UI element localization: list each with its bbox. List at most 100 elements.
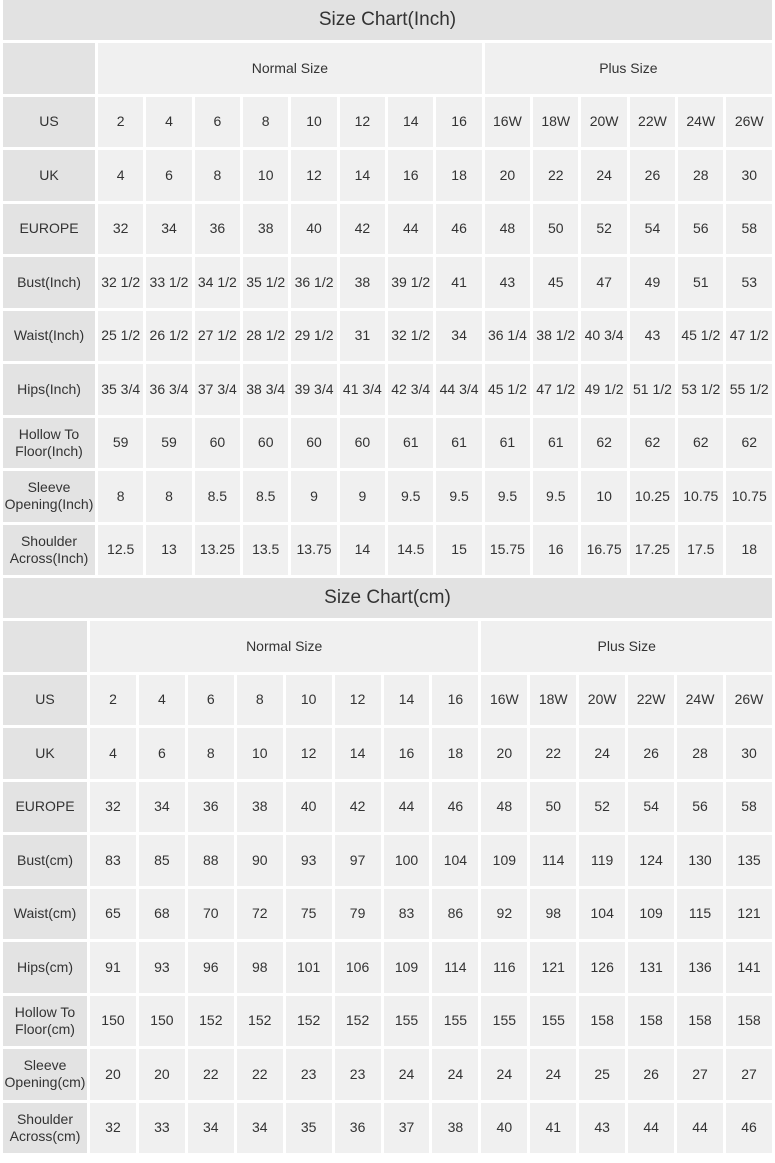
size-cell: 62 (629, 417, 676, 468)
size-cell: 26W (726, 96, 772, 147)
size-cell: 13.25 (194, 524, 241, 575)
inch-size-table: Normal Size Plus Size US 2 4 6 8 10 12 14 16 16W 18W… (0, 40, 775, 578)
size-cell: 51 (678, 257, 724, 308)
size-cell: 70 (187, 888, 234, 939)
table-row: Hollow To Floor(Inch) 59 59 60 60 60 60 61 61 61 6… (3, 417, 772, 468)
row-label: EUROPE (3, 781, 87, 832)
table-row: EUROPE 32 34 36 38 40 42 44 46 48 50 52 54 56 58 (3, 203, 772, 254)
size-cell: 44 (677, 1102, 723, 1153)
size-cell: 90 (236, 835, 283, 886)
size-cell: 58 (726, 203, 772, 254)
size-cell: 28 1/2 (243, 310, 289, 361)
size-cell: 14 (388, 96, 434, 147)
size-cell: 25 (579, 1049, 626, 1100)
size-cell: 24 (530, 1049, 577, 1100)
group-header: Normal Size (90, 621, 479, 672)
row-label: Waist(Inch) (3, 310, 95, 361)
size-cell: 62 (581, 417, 627, 468)
size-cell: 65 (90, 888, 136, 939)
size-cell: 10.25 (629, 471, 676, 522)
size-cell: 33 1/2 (146, 257, 192, 308)
size-cell: 4 (138, 674, 185, 725)
size-cell: 23 (285, 1049, 332, 1100)
size-cell: 40 3/4 (581, 310, 627, 361)
size-cell: 40 (481, 1102, 528, 1153)
row-label: Bust(Inch) (3, 257, 95, 308)
size-cell: 27 (677, 1049, 723, 1100)
size-cell: 22W (628, 674, 675, 725)
size-cell: 58 (725, 781, 772, 832)
table-row: Waist(Inch) 25 1/2 26 1/2 27 1/2 28 1/2 29 1/… (3, 310, 772, 361)
size-cell: 54 (629, 203, 676, 254)
size-cell: 8 (146, 471, 192, 522)
size-cell: 38 (432, 1102, 479, 1153)
size-cell: 33 (138, 1102, 185, 1153)
size-cell: 86 (432, 888, 479, 939)
size-cell: 22 (533, 150, 579, 201)
size-cell: 104 (432, 835, 479, 886)
size-cell: 22W (629, 96, 676, 147)
size-cell: 150 (90, 995, 136, 1046)
inch-chart-title: Size Chart(Inch) (3, 0, 772, 40)
size-cell: 152 (236, 995, 283, 1046)
size-cell: 44 (628, 1102, 675, 1153)
table-row: Hips(cm) 91 93 96 98 101 106 109 114 116 121 126 131… (3, 942, 772, 993)
size-cell: 96 (187, 942, 234, 993)
size-cell: 39 3/4 (291, 364, 337, 415)
size-cell: 42 3/4 (388, 364, 434, 415)
size-cell: 2 (90, 674, 136, 725)
size-cell: 46 (432, 781, 479, 832)
size-cell: 9.5 (388, 471, 434, 522)
size-cell: 34 (187, 1102, 234, 1153)
size-cell: 121 (530, 942, 577, 993)
size-cell: 16.75 (581, 524, 627, 575)
size-cell: 26 1/2 (146, 310, 192, 361)
size-cell: 20 (484, 150, 531, 201)
row-label: Hollow To Floor(Inch) (3, 417, 95, 468)
size-cell: 30 (726, 150, 772, 201)
size-cell: 20W (579, 674, 626, 725)
size-cell: 55 1/2 (726, 364, 772, 415)
size-cell: 60 (243, 417, 289, 468)
size-cell: 13.5 (243, 524, 289, 575)
size-cell: 44 (388, 203, 434, 254)
size-cell: 131 (628, 942, 675, 993)
size-cell: 13.75 (291, 524, 337, 575)
size-cell: 152 (285, 995, 332, 1046)
size-cell: 24 (579, 728, 626, 779)
size-cell: 37 3/4 (194, 364, 241, 415)
size-cell: 45 1/2 (678, 310, 724, 361)
size-cell: 8 (194, 150, 241, 201)
size-cell: 24 (481, 1049, 528, 1100)
size-cell: 24 (383, 1049, 430, 1100)
size-cell: 72 (236, 888, 283, 939)
size-cell: 42 (334, 781, 381, 832)
size-cell: 8.5 (194, 471, 241, 522)
size-cell: 97 (334, 835, 381, 886)
size-cell: 62 (726, 417, 772, 468)
size-cell: 85 (138, 835, 185, 886)
row-label: Shoulder Across(Inch) (3, 524, 95, 575)
size-cell: 20 (90, 1049, 136, 1100)
size-cell: 114 (432, 942, 479, 993)
size-cell: 68 (138, 888, 185, 939)
size-cell: 109 (383, 942, 430, 993)
group-header: Plus Size (481, 621, 772, 672)
size-cell: 22 (187, 1049, 234, 1100)
size-cell: 41 (530, 1102, 577, 1153)
size-cell: 12 (285, 728, 332, 779)
size-cell: 43 (579, 1102, 626, 1153)
size-cell: 150 (138, 995, 185, 1046)
table-row: Shoulder Across(Inch) 12.5 13 13.25 13.5 13.7… (3, 524, 772, 575)
size-cell: 26 (628, 728, 675, 779)
size-cell: 88 (187, 835, 234, 886)
size-cell: 6 (146, 150, 192, 201)
size-cell: 38 1/2 (533, 310, 579, 361)
row-label: Hips(cm) (3, 942, 87, 993)
size-cell: 4 (98, 150, 144, 201)
size-cell: 8 (98, 471, 144, 522)
table-row: US 2 4 6 8 10 12 14 16 16W 18W 20W 22W 24W 26W (3, 96, 772, 147)
size-cell: 42 (339, 203, 386, 254)
table-row: UK 4 6 8 10 12 14 16 18 20 22 24 26 28 30 (3, 150, 772, 201)
size-cell: 34 (146, 203, 192, 254)
